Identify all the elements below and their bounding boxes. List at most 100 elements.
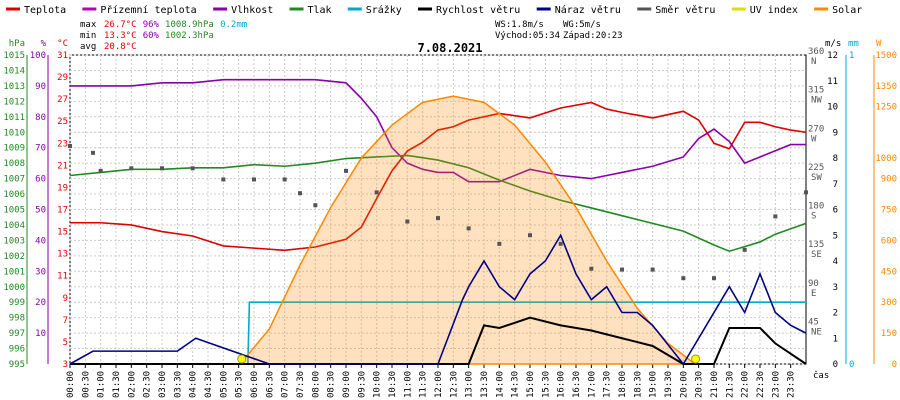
legend-label: Náraz větru — [555, 4, 621, 16]
temp-axis-tick: 13 — [57, 250, 68, 260]
legend-label: UV index — [750, 5, 798, 16]
hum-axis-tick: 20 — [35, 298, 46, 308]
x-tick-label: 03:30 — [173, 371, 183, 398]
hum-axis-tick: 30 — [35, 267, 46, 277]
w-axis-tick: 1250 — [875, 103, 897, 113]
mm-axis-unit: mm — [848, 39, 859, 49]
ms-axis-tick: 4 — [833, 257, 838, 267]
temp-axis-tick: 21 — [57, 161, 68, 171]
x-tick-label: 15:00 — [526, 371, 536, 398]
hpa-axis-tick: 1005 — [3, 206, 25, 216]
hpa-axis-tick: 1014 — [3, 66, 25, 76]
series-wind-direction-point — [252, 177, 256, 182]
hum-axis-tick: 100 — [30, 51, 46, 61]
dir-axis-label: E — [811, 289, 816, 299]
x-tick-label: 19:00 — [649, 371, 659, 398]
stat-label: avg — [80, 42, 96, 52]
legend-label: Solar — [832, 5, 862, 16]
x-tick-label: 14:30 — [511, 371, 521, 398]
temp-axis-tick: 11 — [57, 272, 68, 282]
hpa-axis-tick: 1007 — [3, 175, 25, 185]
series-wind-direction-point — [68, 143, 72, 148]
w-axis-tick: 900 — [881, 175, 897, 185]
dir-axis-label: W — [811, 134, 817, 144]
series-wind-direction-point — [742, 247, 747, 252]
x-tick-label: 21:30 — [725, 371, 735, 398]
x-tick-label: 04:00 — [189, 371, 199, 398]
stat-value: 1008.9hPa — [165, 20, 214, 30]
series-wind-direction-point — [712, 276, 716, 281]
x-tick-label: 20:00 — [679, 371, 689, 398]
w-axis-tick: 1350 — [875, 82, 897, 92]
x-tick-label: 10:30 — [388, 371, 398, 398]
dir-axis-label: SW — [811, 173, 822, 183]
x-tick-label: 09:30 — [357, 371, 367, 398]
hum-axis-tick: 60 — [35, 175, 46, 185]
series-wind-direction-point — [558, 241, 563, 246]
x-tick-label: 23:00 — [771, 371, 781, 398]
temp-axis-tick: 19 — [57, 183, 68, 193]
w-axis-tick: 450 — [881, 267, 897, 277]
hpa-axis-tick: 1015 — [3, 51, 25, 61]
hum-axis-tick: 50 — [35, 206, 46, 216]
legend-label: Rychlost větru — [436, 4, 520, 16]
series-wind-direction-point — [298, 191, 302, 196]
x-tick-label: 00:00 — [66, 371, 76, 398]
temp-axis-tick: 17 — [57, 206, 68, 216]
w-axis-tick: 600 — [881, 236, 897, 246]
dir-axis-tick: 270 — [808, 124, 824, 134]
x-tick-label: 18:00 — [618, 371, 628, 398]
stat-value: 13.3°C — [104, 31, 137, 41]
w-axis-tick: 150 — [881, 329, 897, 339]
ms-axis-tick: 2 — [833, 309, 838, 319]
legend-label: Tlak — [308, 5, 332, 16]
hpa-axis-tick: 1011 — [3, 113, 25, 123]
x-tick-label: 06:30 — [265, 371, 275, 398]
x-tick-label: 11:30 — [419, 371, 429, 398]
ms-axis-tick: 5 — [833, 231, 838, 241]
legend-label: Teplota — [24, 5, 66, 16]
hpa-axis-tick: 1013 — [3, 82, 25, 92]
x-tick-label: 21:00 — [710, 371, 720, 398]
temp-axis-tick: 29 — [57, 73, 68, 83]
hpa-axis-tick: 998 — [9, 314, 25, 324]
hum-axis-tick: 80 — [35, 113, 46, 123]
series-wind-direction-point — [466, 226, 471, 231]
x-tick-label: 02:30 — [143, 371, 153, 398]
dir-axis-tick: 360 — [808, 47, 824, 57]
x-tick-label: 07:30 — [296, 371, 306, 398]
stat-value: 1002.3hPa — [165, 31, 214, 41]
ms-axis-tick: 6 — [833, 206, 838, 216]
x-tick-label: 16:30 — [572, 371, 582, 398]
w-axis-tick: 300 — [881, 298, 897, 308]
series-wind-direction-point — [282, 177, 287, 182]
series-wind-direction-point — [344, 168, 348, 173]
dir-axis-tick: 315 — [808, 86, 824, 96]
dir-axis-label: NW — [811, 96, 822, 106]
ms-axis-tick: 10 — [827, 103, 838, 113]
hum-axis-tick: 70 — [35, 144, 46, 154]
stat-ws: WS:1.8m/s — [495, 20, 544, 30]
x-tick-label: 20:30 — [695, 371, 705, 398]
mm-axis-tick: 1 — [849, 51, 854, 61]
x-tick-label: 22:00 — [741, 371, 751, 398]
w-axis-unit: W — [876, 39, 882, 49]
x-tick-label: 19:30 — [664, 371, 674, 398]
hum-axis-unit: % — [41, 39, 47, 49]
hpa-axis-tick: 1003 — [3, 236, 25, 246]
dir-axis-tick: 225 — [808, 163, 824, 173]
hpa-axis-tick: 1008 — [3, 159, 25, 169]
hpa-axis-tick: 1010 — [3, 128, 25, 138]
series-wind-direction-point — [98, 168, 103, 173]
x-tick-label: 13:00 — [465, 371, 475, 398]
stat-label: max — [80, 20, 97, 30]
stat-label: min — [80, 31, 96, 41]
x-axis-label: čas — [813, 370, 829, 381]
x-tick-label: 04:30 — [204, 371, 214, 398]
dir-axis-tick: 45 — [808, 317, 819, 327]
dir-axis-tick: 135 — [808, 240, 824, 250]
stat-value: 0.2mm — [220, 20, 247, 30]
mm-axis-tick: 0 — [849, 360, 854, 370]
x-tick-label: 00:30 — [81, 371, 91, 398]
series-wind-direction-point — [405, 219, 410, 224]
